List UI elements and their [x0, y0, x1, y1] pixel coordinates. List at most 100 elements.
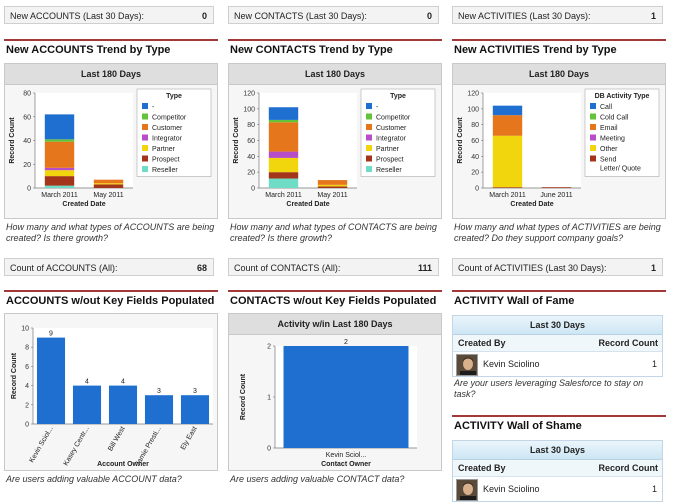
bar-segment: [93, 184, 124, 188]
metric-new-contacts: New CONTACTS (Last 30 Days): 0: [228, 6, 439, 24]
column-header-record-count: Record Count: [598, 463, 659, 473]
section-title-contacts-trend: New CONTACTS Trend by Type: [230, 44, 393, 56]
bar-segment: [268, 107, 299, 120]
bar-segment: [44, 139, 75, 142]
activities-trend-chart-panel[interactable]: Last 180 Days 0 20 40 60 80 100 120 March 2011 J…: [452, 63, 666, 219]
section-title-wall-of-fame: ACTIVITY Wall of Fame: [454, 295, 575, 307]
y-tick-label: 0: [25, 422, 29, 429]
section-divider: [228, 290, 442, 292]
accounts-trend-chart-panel[interactable]: Last 180 Days 0 20 40 60 80 March 2011 May 201…: [4, 63, 218, 219]
metric-value: 0: [201, 11, 207, 21]
y-tick-label: 60: [247, 138, 255, 145]
bar-segment: [268, 172, 299, 179]
x-axis-label: Created Date: [286, 201, 329, 208]
y-tick-label: 80: [23, 91, 31, 98]
x-tick-label: June 2011: [540, 192, 572, 199]
bar-segment: [541, 187, 572, 188]
y-tick-label: 60: [23, 114, 31, 121]
legend-label: Partner: [152, 146, 176, 153]
y-tick-label: 120: [467, 91, 479, 98]
metric-label: New ACCOUNTS (Last 30 Days):: [10, 11, 145, 21]
legend-swatch: [366, 103, 372, 109]
bar-segment: [317, 180, 348, 185]
legend-swatch: [366, 155, 372, 162]
legend-swatch: [142, 134, 148, 141]
table-header-row: Created By Record Count: [453, 460, 662, 477]
bar: [144, 395, 174, 424]
metric-new-accounts: New ACCOUNTS (Last 30 Days): 0: [4, 6, 214, 24]
metric-value: 1: [650, 263, 656, 273]
user-name-link[interactable]: Kevin Sciolino: [483, 484, 540, 494]
y-axis-label: Record Count: [457, 117, 464, 164]
legend-swatch: [366, 166, 372, 172]
y-tick-label: 100: [467, 106, 479, 113]
column-header-record-count: Record Count: [598, 338, 659, 348]
y-axis-label: Record Count: [9, 117, 16, 164]
legend-swatch: [142, 145, 148, 151]
contacts-key-fields-chart-panel[interactable]: Activity w/in Last 180 Days 0 1 2 2 Kevin Sc…: [228, 313, 442, 471]
y-tick-label: 4: [25, 383, 29, 390]
table-title: Last 30 Days: [453, 441, 662, 460]
table-title: Last 30 Days: [453, 316, 662, 335]
y-tick-label: 0: [251, 186, 255, 193]
legend-label: Letter/ Quote: [600, 166, 641, 173]
section-title-contacts-key-fields: CONTACTS w/out Key Fields Populated: [230, 295, 437, 307]
legend-swatch: [142, 166, 148, 172]
user-photo-icon: [457, 355, 477, 375]
bar-segment: [93, 183, 124, 185]
x-tick-label: May 2011: [317, 192, 347, 199]
accounts-key-fields-chart-panel[interactable]: 0 2 4 6 8 10 9 Kevin Sciol... 4 Kasey Centr... 4 Bi…: [4, 313, 218, 471]
contacts-trend-chart-panel[interactable]: Last 180 Days 0 20 40 60 80 100 120 March 2011 M…: [228, 63, 442, 219]
bar-segment: [44, 114, 75, 140]
legend-swatch: [142, 113, 148, 120]
legend-swatch: [590, 124, 596, 130]
y-tick-label: 20: [23, 162, 31, 169]
y-tick-label: 40: [247, 154, 255, 161]
x-tick-label: Kasey Centr...: [63, 425, 91, 467]
y-tick-label: 10: [21, 326, 29, 333]
bar-value-label: 3: [193, 388, 197, 395]
accounts-trend-chart: 0 20 40 60 80 March 2011 May 2011 Created Date R…: [9, 88, 212, 208]
user-photo-icon: [457, 480, 477, 500]
legend-label: Call: [600, 104, 613, 111]
activities-trend-chart: 0 20 40 60 80 100 120 March 2011 June 2011 Create…: [457, 88, 660, 208]
legend-swatch: [590, 145, 596, 151]
bar-segment: [268, 122, 299, 152]
bar-segment: [492, 115, 523, 136]
bar-segment: [268, 157, 299, 173]
avatar: [456, 354, 478, 376]
legend-label: Prospect: [376, 157, 404, 164]
bar-segment: [492, 187, 523, 188]
legend-label: -: [152, 104, 155, 111]
metric-value: 0: [426, 11, 432, 21]
y-tick-label: 40: [471, 154, 479, 161]
bar-segment: [268, 119, 299, 123]
x-axis-label: Created Date: [510, 201, 553, 208]
legend-swatch: [590, 134, 596, 141]
x-axis-label: Created Date: [62, 201, 105, 208]
section-description: How many and what types of CONTACTS are …: [230, 222, 437, 243]
user-name-link[interactable]: Kevin Sciolino: [483, 359, 540, 369]
y-tick-label: 2: [25, 402, 29, 409]
section-divider: [228, 39, 442, 41]
table-header-row: Created By Record Count: [453, 335, 662, 352]
bar: [108, 385, 138, 424]
bar-segment: [492, 105, 523, 116]
bar-segment: [44, 176, 75, 186]
section-divider: [4, 39, 218, 41]
legend-swatch: [366, 124, 372, 130]
legend-label: Send: [600, 157, 616, 164]
legend-label: Competitor: [376, 115, 411, 122]
legend-swatch: [590, 155, 596, 162]
table-row[interactable]: Kevin Sciolino 1: [453, 477, 662, 503]
bar-segment: [44, 167, 75, 171]
section-title-activities-trend: New ACTIVITIES Trend by Type: [454, 44, 617, 56]
metric-count-activities: Count of ACTIVITIES (Last 30 Days): 1: [452, 258, 663, 276]
metric-label: Count of CONTACTS (All):: [234, 263, 341, 273]
metric-label: Count of ACCOUNTS (All):: [10, 263, 118, 273]
table-row[interactable]: Kevin Sciolino 1: [453, 352, 662, 378]
legend-title: Type: [166, 93, 182, 100]
bar-segment: [317, 186, 348, 188]
metric-value: 111: [417, 263, 432, 273]
bar-value-label: 3: [157, 388, 161, 395]
